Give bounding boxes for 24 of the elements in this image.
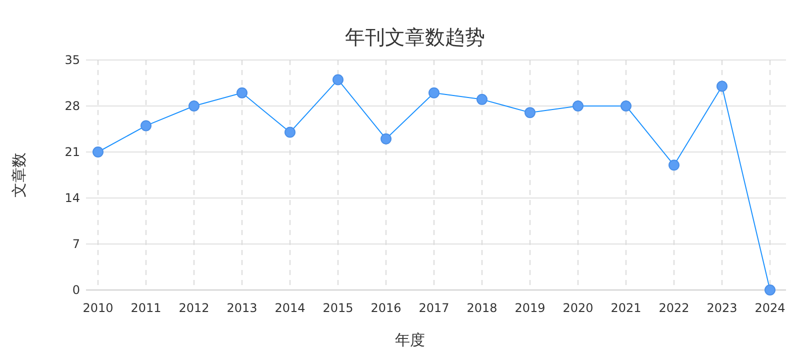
- x-tick-label: 2024: [754, 301, 786, 315]
- y-tick-label: 35: [64, 53, 80, 67]
- y-tick-label: 21: [64, 145, 80, 159]
- x-tick-label: 2010: [82, 301, 114, 315]
- x-axis-title: 年度: [395, 331, 425, 349]
- x-tick-label: 2022: [658, 301, 690, 315]
- y-tick-label: 28: [64, 99, 80, 113]
- x-tick-label: 2021: [610, 301, 642, 315]
- chart-title: 年刊文章数趋势: [345, 25, 485, 49]
- x-tick-label: 2014: [274, 301, 306, 315]
- y-tick-label: 0: [72, 283, 80, 297]
- y-tick-label: 14: [64, 191, 80, 205]
- y-axis-title: 文章数: [10, 152, 28, 198]
- x-tick-label: 2019: [514, 301, 546, 315]
- x-tick-label: 2018: [466, 301, 498, 315]
- x-tick-label: 2023: [706, 301, 738, 315]
- x-tick-label: 2017: [418, 301, 450, 315]
- x-tick-label: 2011: [130, 301, 162, 315]
- y-tick-label: 7: [72, 237, 80, 251]
- x-tick-label: 2020: [562, 301, 594, 315]
- x-tick-label: 2012: [178, 301, 210, 315]
- x-tick-label: 2015: [322, 301, 354, 315]
- x-tick-label: 2016: [370, 301, 402, 315]
- x-tick-label: 2013: [226, 301, 258, 315]
